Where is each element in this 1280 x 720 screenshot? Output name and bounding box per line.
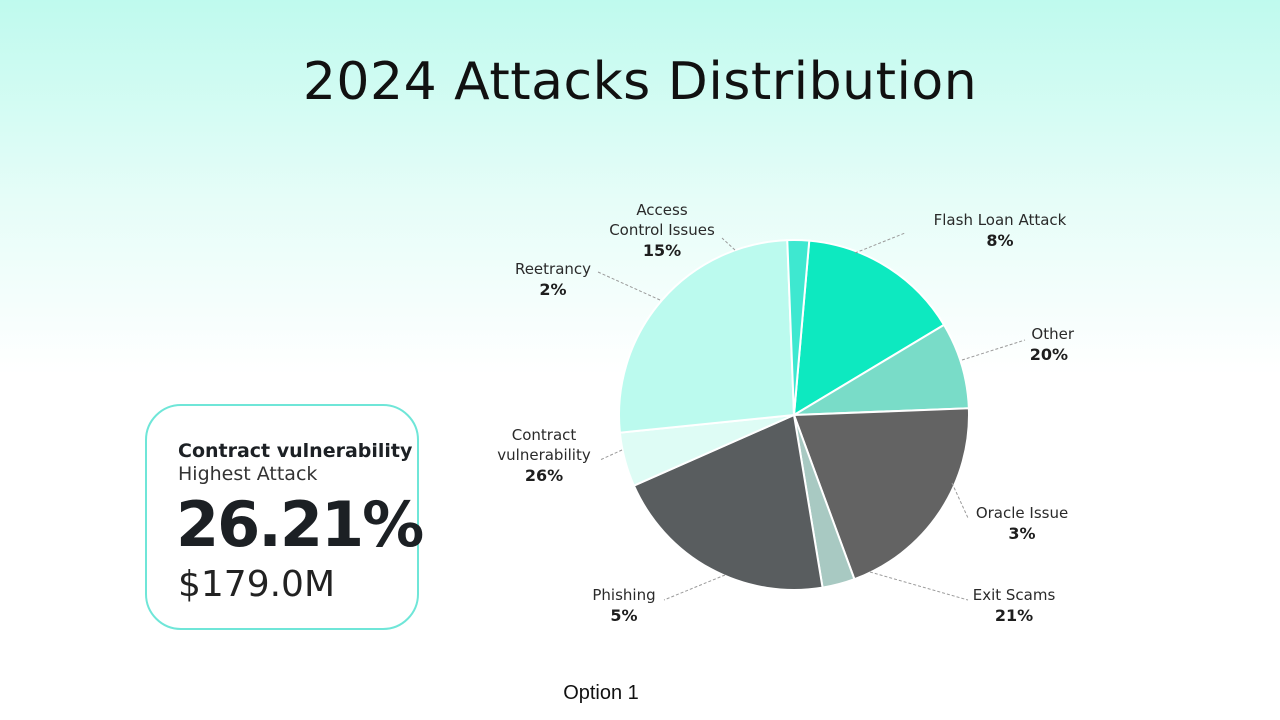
pie-value-label: 21% (995, 606, 1033, 625)
footer-caption: Option 1 (563, 682, 639, 704)
pie-leader-line (721, 237, 736, 251)
pie-slice-1 (792, 239, 946, 417)
card-percentage: 26.21% (176, 488, 424, 561)
pie-category-label: Control Issues (609, 221, 715, 239)
pie-leader-line (597, 271, 661, 301)
pie-leader-line (961, 339, 1026, 361)
pie-value-label: 15% (643, 241, 681, 260)
pie-category-label: Other (1031, 325, 1074, 343)
pie-leader-line (599, 449, 623, 461)
pie-category-label: Reetrancy (515, 260, 591, 278)
pie-slices (618, 239, 970, 591)
pie-leader-line (663, 574, 726, 601)
page-title: 2024 Attacks Distribution (302, 52, 978, 112)
pie-value-label: 5% (610, 606, 637, 625)
pie-category-label: Access (636, 201, 688, 219)
pie-category-label: Exit Scams (973, 586, 1056, 604)
pie-leader-line (951, 482, 969, 519)
pie-labels: Access Control Issues 15% Flash Loan Attack… (497, 201, 1075, 625)
pie-category-label: vulnerability (497, 446, 591, 464)
pie-slice-5 (632, 413, 824, 591)
pie-value-label: 2% (539, 280, 566, 299)
pie-value-label: 3% (1008, 524, 1035, 543)
card-subheading: Highest Attack (178, 463, 318, 485)
pie-leader-line (854, 232, 906, 254)
pie-slice-8 (786, 239, 811, 416)
pie-category-label: Phishing (592, 586, 655, 604)
pie-value-label: 26% (525, 466, 563, 485)
pie-slice-3 (792, 407, 970, 581)
card-heading: Contract vulnerability (178, 440, 413, 462)
pie-category-label: Oracle Issue (976, 504, 1068, 522)
pie-value-label: 8% (986, 231, 1013, 250)
highlight-card: Contract vulnerability Highest Attack 26… (145, 404, 424, 630)
pie-leader-lines (597, 232, 1026, 601)
pie-value-label: 20% (1030, 345, 1068, 364)
pie-category-label: Flash Loan Attack (934, 211, 1067, 229)
pie-slice-7 (618, 239, 796, 434)
card-amount: $179.0M (178, 564, 336, 605)
pie-category-label: Contract (512, 426, 577, 444)
pie-leader-line (869, 571, 969, 601)
